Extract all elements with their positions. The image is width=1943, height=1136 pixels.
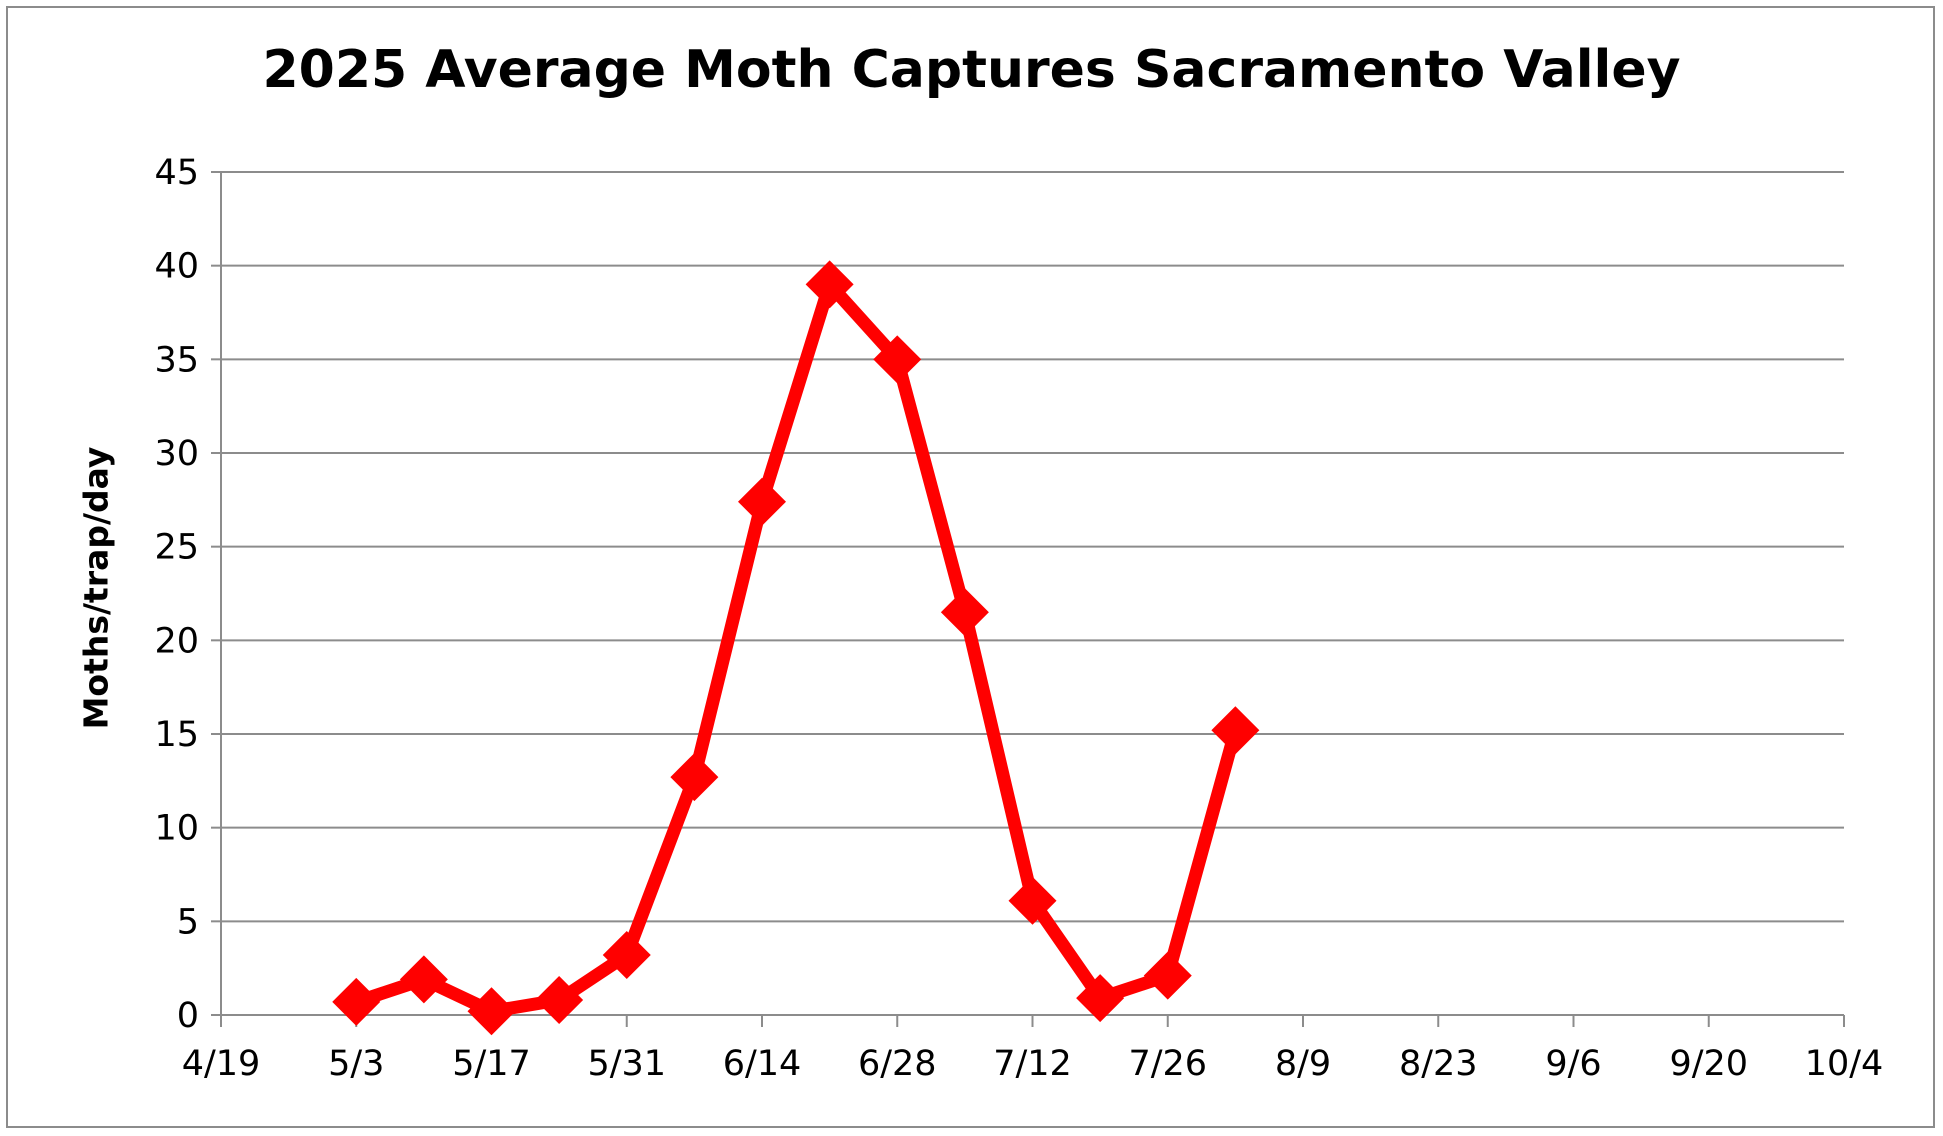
data-point-marker [1076, 974, 1125, 1023]
y-tick-label: 10 [154, 809, 199, 849]
series-line [349, 277, 1242, 1018]
data-point-marker [602, 931, 651, 980]
data-point-marker [670, 753, 719, 802]
x-tick-label: 5/31 [587, 1044, 666, 1084]
y-tick-label: 35 [154, 340, 199, 380]
x-tick-label: 5/17 [452, 1044, 531, 1084]
y-tick-label: 25 [154, 528, 199, 568]
data-point-marker [332, 977, 381, 1026]
x-tick-label: 6/28 [858, 1044, 937, 1084]
x-tick-label: 9/6 [1545, 1044, 1601, 1084]
data-point-marker [1143, 951, 1192, 1000]
x-tick-label: 7/26 [1128, 1044, 1207, 1084]
data-point-marker [1008, 876, 1057, 925]
data-point-marker [467, 987, 516, 1036]
y-tick-label: 20 [154, 621, 199, 661]
data-series [332, 260, 1260, 1036]
x-tick-labels: 4/19 5/3 5/17 5/31 6/14 6/28 7/12 7/26 8/9 8/23 9/… [182, 1044, 1884, 1084]
x-tick-label: 8/23 [1399, 1044, 1478, 1084]
x-tick-label: 8/9 [1275, 1044, 1331, 1084]
data-point-marker [399, 955, 448, 1004]
y-tick-label: 0 [177, 996, 199, 1036]
x-tick-label: 10/4 [1805, 1044, 1884, 1084]
y-tick-label: 45 [154, 153, 199, 193]
chart-frame [6, 6, 1935, 1128]
data-point-marker [873, 335, 922, 384]
y-tick-label: 40 [154, 247, 199, 287]
y-tick-label: 5 [177, 902, 199, 942]
data-point-marker [535, 976, 584, 1025]
x-tick-label: 7/12 [993, 1044, 1072, 1084]
gridlines [221, 171, 1844, 923]
x-tick-label: 4/19 [182, 1044, 261, 1084]
x-tick-label: 9/20 [1669, 1044, 1748, 1084]
y-tick-label: 30 [154, 434, 199, 474]
y-tick-labels: 0 5 10 15 20 25 30 35 40 45 [154, 153, 199, 1036]
chart-title: 2025 Average Moth Captures Sacramento Va… [262, 40, 1681, 100]
data-point-marker [738, 477, 786, 526]
data-point-marker [1211, 706, 1260, 755]
x-tick-label: 6/14 [723, 1044, 802, 1084]
data-point-marker [805, 260, 854, 309]
data-point-marker [940, 588, 989, 637]
y-tick-label: 15 [154, 715, 199, 755]
x-tick-label: 5/3 [328, 1044, 384, 1084]
